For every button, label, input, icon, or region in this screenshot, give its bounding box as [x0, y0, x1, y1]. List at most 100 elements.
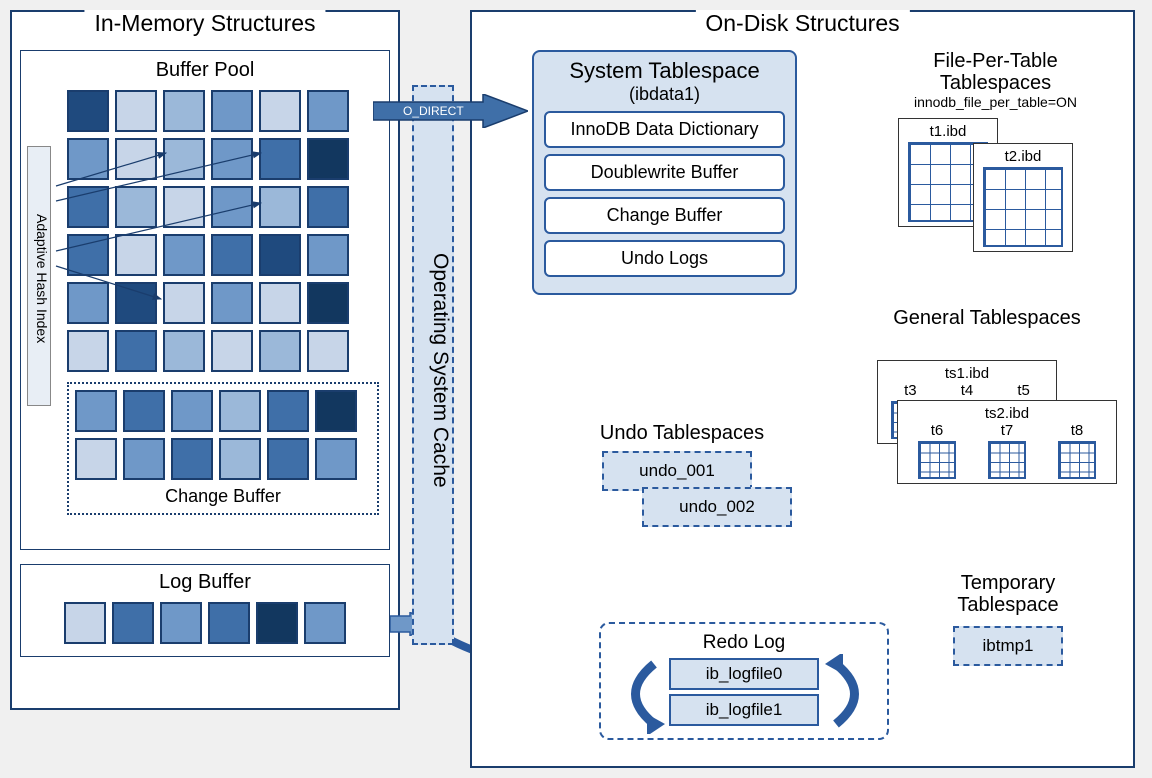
buffer-cell [67, 330, 109, 372]
diagram-root: In-Memory Structures Buffer Pool Adaptiv… [10, 10, 1140, 768]
buffer-cell [163, 282, 205, 324]
ts2-t8: t8 [1071, 422, 1084, 439]
buffer-cell [259, 138, 301, 180]
table-grid-icon [1058, 441, 1096, 479]
ts2-file: ts2.ibd [902, 405, 1112, 422]
redo-file-0: ib_logfile0 [669, 658, 819, 690]
buffer-cell [115, 330, 157, 372]
buffer-cell [163, 330, 205, 372]
log-buffer-box: Log Buffer [20, 564, 390, 657]
buffer-cell [163, 186, 205, 228]
o-direct-arrow: O_DIRECT [373, 94, 528, 128]
os-cache: Operating System Cache [412, 85, 454, 645]
fpt-file-2: t2.ibd [973, 143, 1073, 252]
on-disk-panel: On-Disk Structures System Tablespace (ib… [470, 10, 1135, 768]
ts2-t6: t6 [931, 422, 944, 439]
redo-log: Redo Log ib_logfile0 ib_logfile1 [599, 622, 889, 740]
buffer-cell [211, 138, 253, 180]
buffer-cell [211, 234, 253, 276]
undo-file-1: undo_001 [602, 451, 752, 491]
buffer-cell [115, 282, 157, 324]
buffer-cell [259, 186, 301, 228]
buffer-cell [259, 282, 301, 324]
table-grid-icon [983, 167, 1063, 247]
ts1-t3: t3 [904, 382, 917, 399]
buffer-cell [259, 330, 301, 372]
buffer-cell [115, 234, 157, 276]
redo-cycle-left-arrow [609, 654, 669, 734]
ts1-t4: t4 [961, 382, 974, 399]
buffer-pool-grid [67, 90, 383, 372]
buffer-cell [307, 234, 349, 276]
log-buffer-cell [160, 602, 202, 644]
buffer-cell [163, 90, 205, 132]
log-buffer-cell [64, 602, 106, 644]
system-tablespace: System Tablespace (ibdata1) InnoDB Data … [532, 50, 797, 295]
table-grid-icon [988, 441, 1026, 479]
adaptive-hash-index: Adaptive Hash Index [27, 146, 51, 406]
log-buffer-cell [208, 602, 250, 644]
buffer-cell [171, 390, 213, 432]
sys-item-undo-logs: Undo Logs [544, 240, 785, 277]
buffer-cell [211, 330, 253, 372]
buffer-cell [115, 90, 157, 132]
general-tablespaces-title: General Tablespaces [857, 307, 1117, 330]
ts1-file: ts1.ibd [882, 365, 1052, 382]
buffer-cell [267, 438, 309, 480]
temp-ts-file: ibtmp1 [953, 626, 1063, 666]
buffer-cell [67, 234, 109, 276]
sys-item-change-buffer: Change Buffer [544, 197, 785, 234]
general-tablespaces: General Tablespaces ts1.ibd t3 t4 t5 [857, 307, 1117, 500]
buffer-cell [219, 390, 261, 432]
change-buffer-grid [75, 390, 371, 480]
buffer-cell [267, 390, 309, 432]
log-buffer-grid [27, 602, 383, 644]
change-buffer-box: Change Buffer [67, 382, 379, 515]
buffer-pool-title: Buffer Pool [27, 59, 383, 82]
buffer-cell [67, 90, 109, 132]
undo-tablespaces-title: Undo Tablespaces [572, 422, 792, 445]
in-memory-title: In-Memory Structures [84, 10, 325, 37]
buffer-cell [211, 282, 253, 324]
log-buffer-cell [112, 602, 154, 644]
fpt-title: File-Per-Table Tablespaces [878, 50, 1113, 94]
buffer-cell [219, 438, 261, 480]
undo-tablespaces: Undo Tablespaces undo_001 undo_002 [572, 422, 792, 527]
buffer-cell [307, 186, 349, 228]
buffer-cell [123, 438, 165, 480]
table-grid-icon [918, 441, 956, 479]
temporary-tablespace: Temporary Tablespace ibtmp1 [923, 572, 1093, 666]
log-buffer-title: Log Buffer [27, 571, 383, 594]
buffer-cell [259, 234, 301, 276]
ts1-t5: t5 [1017, 382, 1030, 399]
redo-log-title: Redo Log [609, 632, 879, 654]
buffer-cell [67, 282, 109, 324]
buffer-cell [307, 138, 349, 180]
system-tablespace-title: System Tablespace [544, 58, 785, 84]
fpt-subtitle: innodb_file_per_table=ON [878, 94, 1113, 110]
buffer-cell [123, 390, 165, 432]
o-direct-label: O_DIRECT [403, 104, 464, 118]
buffer-cell [211, 186, 253, 228]
buffer-cell [67, 186, 109, 228]
log-buffer-cell [256, 602, 298, 644]
buffer-cell [75, 390, 117, 432]
general-ts2: ts2.ibd t6 t7 t8 [897, 400, 1117, 484]
redo-file-1: ib_logfile1 [669, 694, 819, 726]
buffer-cell [307, 282, 349, 324]
buffer-cell [163, 138, 205, 180]
undo-file-2: undo_002 [642, 487, 792, 527]
buffer-cell [315, 390, 357, 432]
buffer-cell [115, 186, 157, 228]
fpt-file-1-label: t1.ibd [903, 123, 993, 140]
buffer-cell [115, 138, 157, 180]
sys-item-data-dictionary: InnoDB Data Dictionary [544, 111, 785, 148]
redo-cycle-right-arrow [821, 654, 881, 734]
on-disk-title: On-Disk Structures [695, 10, 909, 37]
buffer-cell [211, 90, 253, 132]
fpt-file-2-label: t2.ibd [978, 148, 1068, 165]
buffer-cell [315, 438, 357, 480]
buffer-cell [75, 438, 117, 480]
log-buffer-cell [304, 602, 346, 644]
buffer-cell [259, 90, 301, 132]
